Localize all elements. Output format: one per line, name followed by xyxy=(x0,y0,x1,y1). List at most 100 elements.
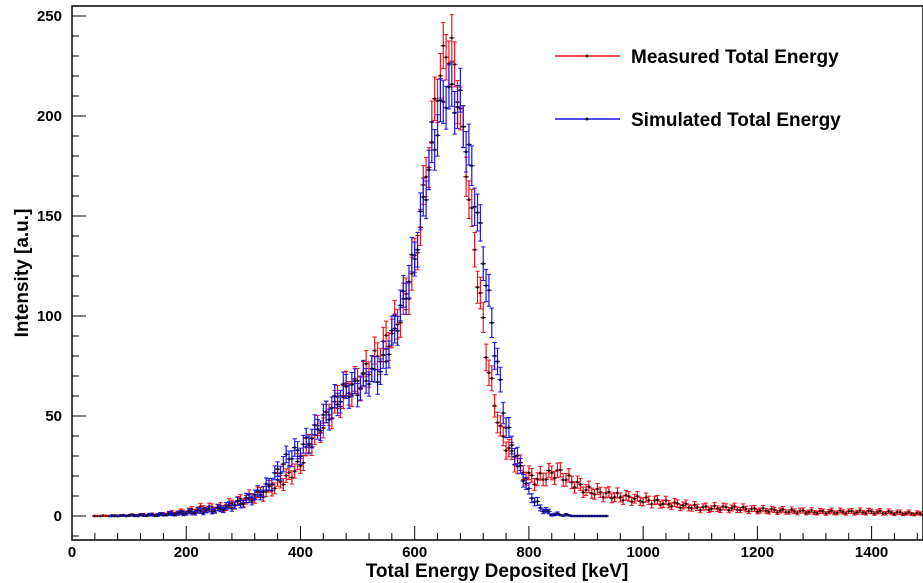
data-point xyxy=(339,400,342,403)
data-point xyxy=(373,349,377,352)
data-point xyxy=(573,514,576,518)
data-point xyxy=(270,482,274,486)
x-tick-label: 600 xyxy=(402,544,427,561)
data-point xyxy=(373,368,377,371)
data-point xyxy=(530,496,534,500)
data-point xyxy=(741,505,745,509)
y-tick-label: 250 xyxy=(37,8,62,25)
data-point xyxy=(273,471,277,475)
data-point xyxy=(530,473,534,477)
data-point xyxy=(836,511,839,515)
data-point xyxy=(387,353,391,356)
data-point xyxy=(544,508,548,512)
data-point xyxy=(496,421,499,424)
data-point xyxy=(250,499,254,503)
data-point xyxy=(416,248,419,252)
data-point xyxy=(587,485,591,489)
data-point xyxy=(433,97,436,101)
data-point xyxy=(199,505,202,508)
data-point xyxy=(173,513,177,517)
data-point xyxy=(259,493,262,497)
data-point xyxy=(698,508,702,512)
data-point xyxy=(199,509,202,513)
data-point xyxy=(570,514,574,518)
data-point xyxy=(282,483,285,486)
data-point xyxy=(581,514,585,518)
data-point xyxy=(290,476,294,479)
data-point xyxy=(516,454,519,457)
data-point xyxy=(895,510,899,514)
data-point xyxy=(801,509,805,512)
data-point xyxy=(236,500,239,503)
x-tick-label: 1200 xyxy=(741,544,774,561)
data-point xyxy=(533,483,536,486)
data-point xyxy=(547,510,551,513)
data-point xyxy=(384,360,388,363)
data-point xyxy=(210,505,214,509)
series-simulated xyxy=(109,61,609,518)
data-point xyxy=(570,481,574,484)
series-measured xyxy=(92,14,923,518)
data-point xyxy=(527,471,531,475)
data-point xyxy=(473,205,476,209)
data-point xyxy=(544,478,548,481)
data-point xyxy=(490,377,494,380)
data-point xyxy=(810,509,813,512)
data-point xyxy=(601,495,605,499)
data-point xyxy=(599,514,602,518)
data-point xyxy=(593,514,596,518)
data-point xyxy=(421,195,425,199)
data-point xyxy=(510,443,514,447)
data-point xyxy=(579,514,582,518)
data-point xyxy=(716,507,719,510)
data-point xyxy=(587,514,591,518)
data-point xyxy=(276,478,279,482)
data-point xyxy=(207,507,211,511)
data-point xyxy=(470,164,474,167)
data-point xyxy=(724,505,728,509)
data-point xyxy=(718,508,722,512)
data-point xyxy=(590,514,594,518)
data-point xyxy=(239,497,242,501)
data-point xyxy=(790,508,793,511)
data-point xyxy=(376,354,379,358)
data-point xyxy=(310,437,314,440)
x-tick-label: 1000 xyxy=(626,544,659,561)
data-point xyxy=(630,500,634,503)
data-point xyxy=(627,495,631,498)
x-tick-label: 0 xyxy=(68,544,76,561)
data-point xyxy=(284,453,288,456)
data-point xyxy=(484,284,488,287)
data-point xyxy=(379,370,382,373)
y-tick-label: 200 xyxy=(37,108,62,125)
data-point xyxy=(601,514,605,518)
data-point xyxy=(507,426,511,429)
data-point xyxy=(519,464,522,468)
data-point xyxy=(364,362,368,366)
data-point xyxy=(564,478,568,482)
y-tick-label: 0 xyxy=(54,508,62,525)
data-point xyxy=(884,511,888,515)
data-point xyxy=(113,514,117,518)
data-point xyxy=(781,507,785,511)
data-point xyxy=(287,471,291,474)
data-point xyxy=(824,512,828,515)
data-point xyxy=(796,511,799,515)
legend: Measured Total Energy Simulated Total En… xyxy=(555,47,841,131)
data-point xyxy=(907,510,911,514)
data-point xyxy=(521,471,525,474)
data-point xyxy=(256,489,259,493)
data-point xyxy=(481,262,485,266)
data-point xyxy=(493,354,496,358)
data-point xyxy=(193,511,197,515)
data-point xyxy=(690,506,693,510)
data-point xyxy=(401,289,405,293)
data-point xyxy=(407,280,411,283)
data-point xyxy=(459,88,462,92)
data-point xyxy=(427,168,431,172)
data-point xyxy=(893,512,896,516)
data-point xyxy=(273,487,277,490)
data-point xyxy=(584,488,588,492)
y-tick-label: 150 xyxy=(37,208,62,225)
data-point xyxy=(473,248,476,252)
